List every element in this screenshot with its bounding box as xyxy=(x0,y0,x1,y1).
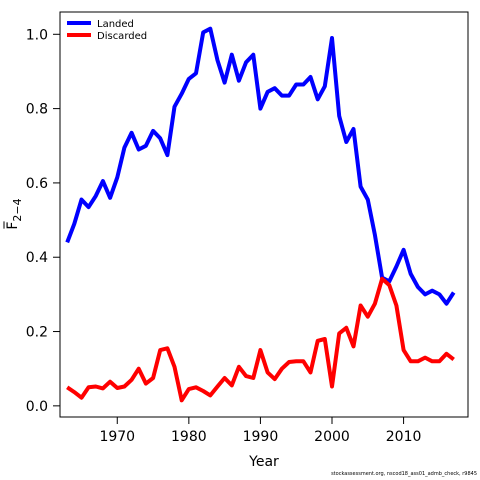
x-tick-label-1990: 1990 xyxy=(243,429,279,445)
x-axis: 1970 1980 1990 2000 2010 xyxy=(99,417,421,445)
series-layer xyxy=(65,26,456,403)
footer-credit: stockassessment.org, nscod18_ass01_admb_… xyxy=(331,471,477,477)
y-axis: 0.0 0.2 0.4 0.6 0.8 1.0 xyxy=(26,27,60,415)
y-tick-label-0.0: 0.0 xyxy=(26,399,48,415)
x-tick-label-1980: 1980 xyxy=(171,429,207,445)
x-tick-label-2010: 2010 xyxy=(386,429,422,445)
legend-label-discarded: Discarded xyxy=(97,31,147,42)
svg-text:F̅2−4: F̅2−4 xyxy=(3,198,24,229)
x-tick-label-2000: 2000 xyxy=(314,429,350,445)
y-tick-label-0.6: 0.6 xyxy=(26,176,48,192)
series-line-landed xyxy=(65,26,456,306)
legend: Landed Discarded xyxy=(67,19,147,42)
series-line-discarded xyxy=(66,276,455,403)
y-tick-label-0.4: 0.4 xyxy=(26,250,48,266)
legend-label-landed: Landed xyxy=(97,19,134,30)
y-axis-title: F̅2−4 xyxy=(3,198,24,229)
y-tick-label-0.8: 0.8 xyxy=(26,102,48,118)
y-tick-label-0.2: 0.2 xyxy=(26,325,48,341)
x-axis-title: Year xyxy=(248,454,279,470)
y-axis-title-subscript: 2−4 xyxy=(11,198,24,221)
plot-frame xyxy=(59,11,469,418)
y-axis-title-main: F̅ xyxy=(3,221,21,230)
x-tick-label-1970: 1970 xyxy=(99,429,135,445)
y-tick-label-1.0: 1.0 xyxy=(26,27,48,43)
